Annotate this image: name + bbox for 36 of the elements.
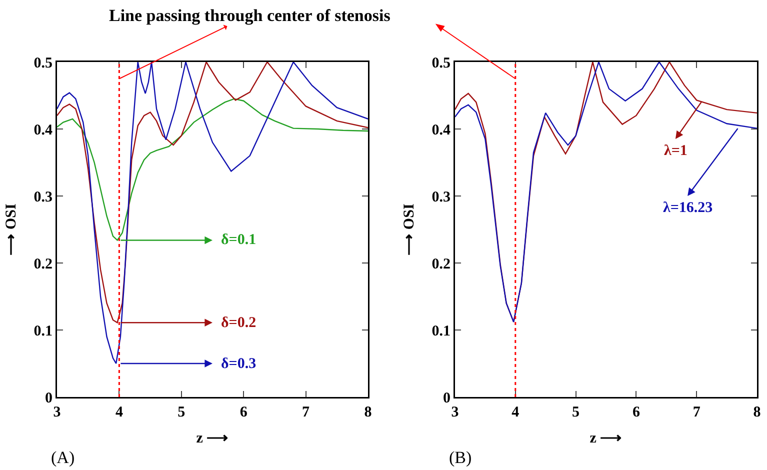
- x-axis-title: z ⟶: [196, 430, 229, 446]
- y-tick-label: 0.5: [34, 55, 52, 72]
- y-axis-title: ⟶ OSI: [3, 204, 20, 256]
- annotation: δ=0.2: [221, 315, 256, 331]
- x-tick-label: 8: [753, 404, 761, 420]
- ref-line-label: Line passing through center of stenosis: [109, 6, 391, 25]
- x-tick-label: 5: [178, 404, 186, 420]
- x-tick-label: 8: [364, 404, 372, 420]
- x-tick-label: 3: [451, 404, 459, 420]
- y-tick-label: 0.2: [34, 256, 52, 272]
- x-tick-label: 7: [302, 404, 310, 420]
- y-tick-label: 0.1: [34, 323, 52, 340]
- y-tick-label: 0.3: [432, 189, 450, 206]
- x-tick-label: 6: [240, 404, 248, 420]
- x-tick-label: 3: [53, 404, 61, 420]
- annotation: δ=0.1: [221, 232, 256, 248]
- y-tick-label: 0.1: [432, 323, 450, 340]
- y-tick-label: 0.4: [34, 122, 53, 138]
- x-tick-label: 4: [115, 404, 124, 420]
- x-tick-label: 7: [692, 404, 701, 420]
- annotation: δ=0.3: [221, 356, 256, 372]
- x-tick-label: 5: [572, 404, 580, 420]
- y-tick-label: 0: [45, 390, 52, 406]
- y-tick-label: 0: [443, 390, 450, 406]
- y-axis-title: ⟶ OSI: [401, 204, 418, 256]
- y-tick-label: 0.3: [34, 189, 52, 206]
- text: (A): [51, 448, 75, 467]
- x-tick-label: 4: [512, 404, 520, 420]
- y-tick-label: 0.5: [432, 55, 450, 72]
- y-tick-label: 0.4: [432, 122, 451, 138]
- text: (B): [449, 448, 472, 467]
- x-tick-label: 6: [632, 404, 640, 420]
- annotation: λ=1: [664, 143, 688, 159]
- y-tick-label: 0.2: [432, 256, 450, 272]
- x-axis-title: z ⟶: [590, 430, 622, 446]
- annotation: λ=16.23: [663, 200, 713, 216]
